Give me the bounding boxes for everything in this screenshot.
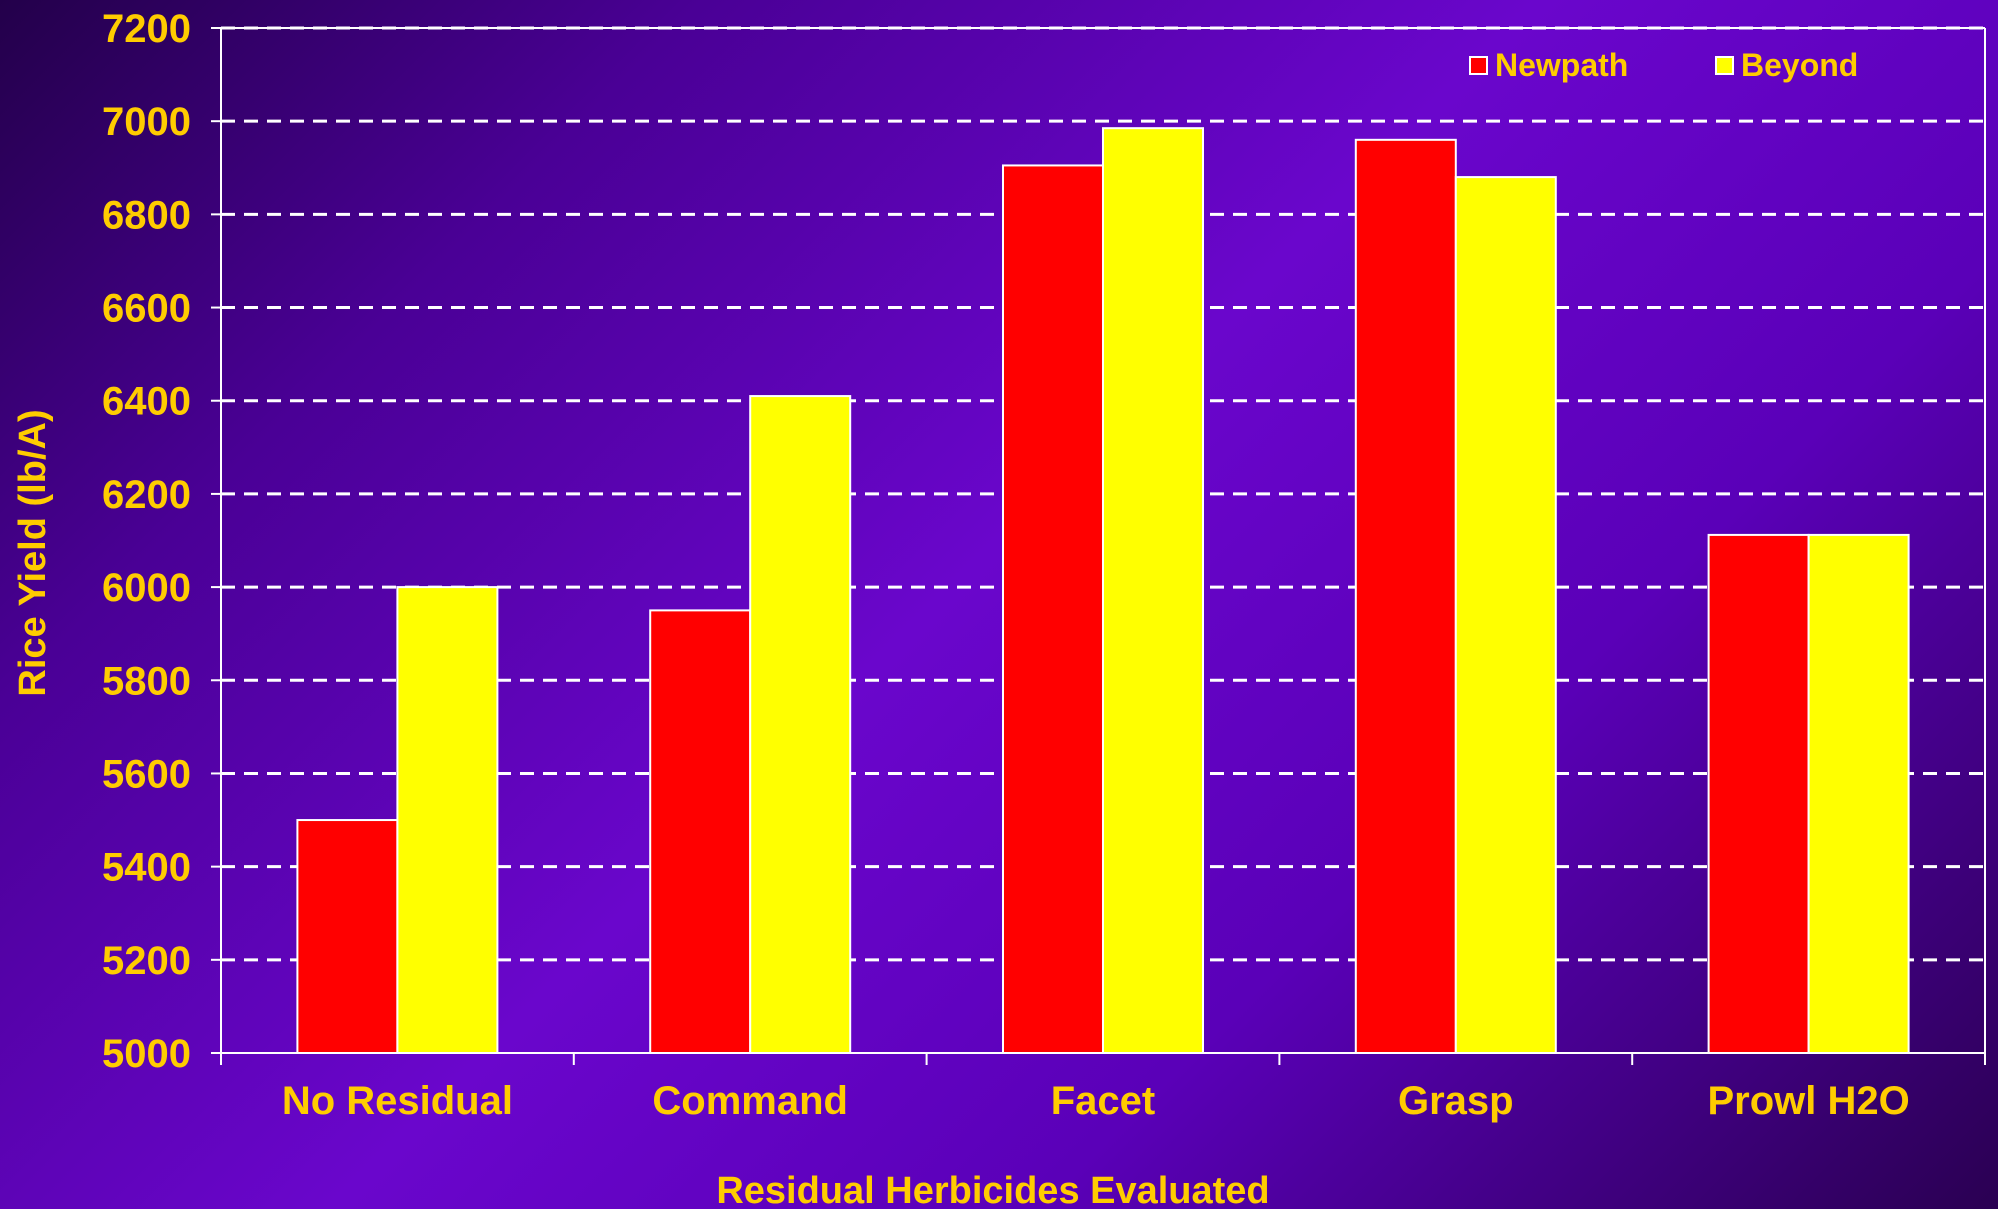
bar-newpath <box>1002 164 1104 1054</box>
y-tick-label: 5400 <box>102 846 191 890</box>
tick-labels: 5000 5200 5400 5600 5800 6000 6200 6400 6600 6800… <box>102 7 1910 1123</box>
y-tick-label: 6600 <box>102 287 191 331</box>
x-axis-title: Residual Herbicides Evaluated <box>716 1170 1269 1209</box>
legend-label: Newpath <box>1495 47 1628 83</box>
bar-beyond <box>1454 176 1557 1055</box>
bar-beyond <box>396 586 499 1054</box>
y-axis-title: Rice Yield (lb/A) <box>12 409 54 696</box>
y-tick-label: 7200 <box>102 7 191 51</box>
legend-swatch-newpath <box>1469 56 1488 75</box>
legend: Newpath Beyond <box>1469 47 1858 83</box>
y-tick-label: 6200 <box>102 473 191 517</box>
x-tick-label: Command <box>652 1079 848 1123</box>
x-tick-label: Grasp <box>1398 1079 1514 1123</box>
x-tick-label: No Residual <box>282 1079 513 1123</box>
legend-label: Beyond <box>1741 47 1858 83</box>
bar-beyond <box>1102 127 1204 1054</box>
y-tick-label: 5000 <box>102 1032 191 1076</box>
y-tick-label: 6000 <box>102 566 191 610</box>
y-tick-label: 5800 <box>102 659 191 703</box>
y-tick-label: 6800 <box>102 193 191 237</box>
y-tick-label: 7000 <box>102 100 191 144</box>
x-tick-label: Facet <box>1051 1079 1156 1123</box>
bar-newpath <box>1354 138 1457 1054</box>
y-tick-label: 6400 <box>102 380 191 424</box>
bar-beyond <box>1807 533 1910 1054</box>
bar-newpath <box>1707 533 1810 1054</box>
bars <box>296 127 1910 1055</box>
y-tick-label: 5200 <box>102 939 191 983</box>
x-tick-label: Prowl H2O <box>1707 1079 1909 1123</box>
bar-beyond <box>749 395 852 1054</box>
bar-newpath <box>649 609 752 1054</box>
bar-newpath <box>296 819 399 1055</box>
y-tick-label: 5600 <box>102 752 191 796</box>
legend-swatch-beyond <box>1715 56 1734 75</box>
axes <box>211 27 1986 1065</box>
